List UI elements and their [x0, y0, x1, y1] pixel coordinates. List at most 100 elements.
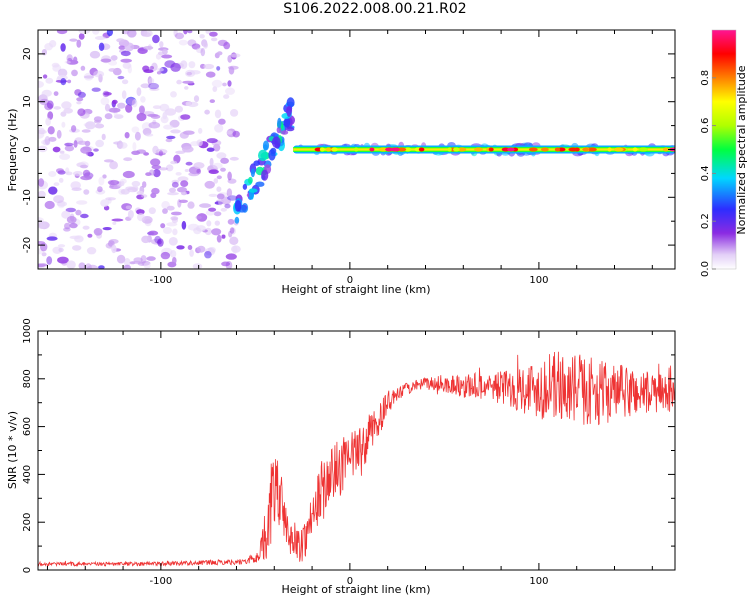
noise-blob — [121, 79, 129, 85]
noise-blob — [189, 70, 201, 75]
signal-peak — [488, 147, 494, 152]
noise-blob — [174, 105, 183, 113]
noise-blob — [45, 77, 54, 84]
noise-blob — [211, 228, 222, 236]
noise-blob — [162, 49, 168, 55]
figure-title: S106.2022.008.00.21.R02 — [283, 1, 467, 17]
noise-blob — [46, 236, 58, 241]
noise-blob — [150, 158, 161, 167]
noise-blob — [204, 180, 215, 189]
noise-blob — [94, 36, 106, 40]
noise-blob — [208, 207, 217, 212]
noise-blob — [168, 237, 178, 246]
noise-blob — [61, 121, 66, 128]
noise-blob — [152, 169, 161, 178]
noise-blob — [143, 69, 154, 73]
noise-blob — [58, 247, 64, 253]
noise-blob — [211, 37, 218, 42]
noise-blob — [102, 174, 107, 179]
noise-blob — [227, 171, 232, 181]
noise-blob — [132, 142, 137, 151]
noise-blob — [127, 30, 137, 38]
noise-blob — [82, 169, 91, 178]
noise-blob — [41, 89, 52, 97]
noise-blob — [142, 32, 151, 38]
noise-blob — [184, 86, 189, 90]
noise-blob — [123, 264, 131, 269]
noise-blob — [78, 262, 86, 269]
noise-blob — [221, 234, 226, 239]
signal-peak — [390, 147, 400, 152]
noise-blob — [38, 130, 45, 139]
noise-blob — [216, 51, 223, 56]
noise-blob — [232, 245, 238, 255]
noise-blob — [48, 171, 57, 177]
noise-blob — [98, 42, 105, 51]
noise-blob — [188, 61, 196, 69]
signal-peak — [607, 147, 612, 152]
snr-y-axis-label: SNR (10 * v/v) — [6, 411, 19, 489]
signal-peak — [568, 147, 578, 152]
signal-peak — [632, 147, 638, 152]
noise-blob — [112, 99, 118, 105]
spectrogram-y-axis-label: Frequency (Hz) — [6, 109, 19, 192]
noise-blob — [121, 203, 132, 211]
noise-blob — [138, 105, 145, 114]
noise-blob — [140, 83, 151, 89]
colorbar-tick-label: 0.0 — [700, 261, 711, 277]
signal-peak — [554, 147, 561, 152]
noise-blob — [120, 180, 125, 186]
noise-blob — [38, 178, 45, 187]
noise-blob — [208, 193, 218, 197]
noise-blob — [176, 245, 185, 250]
tail-blob — [250, 168, 255, 178]
tail-blob — [248, 188, 258, 193]
noise-blob — [167, 192, 179, 196]
noise-blob — [53, 195, 65, 204]
noise-blob — [216, 193, 225, 200]
noise-blob — [131, 150, 141, 155]
noise-blob — [209, 99, 215, 103]
noise-blob — [136, 190, 144, 196]
noise-blob — [173, 30, 178, 37]
noise-blob — [78, 161, 89, 169]
signal-peak — [541, 147, 549, 152]
noise-blob — [85, 121, 96, 130]
noise-blob — [224, 203, 231, 209]
noise-blob — [208, 169, 219, 174]
noise-blob — [214, 109, 222, 119]
noise-blob — [98, 265, 105, 269]
signal-peak — [588, 147, 597, 152]
tail-blob — [286, 105, 292, 118]
tail-blob — [248, 176, 253, 184]
noise-blob — [136, 112, 147, 122]
tail-blob — [271, 136, 281, 148]
colorbar-tick-label: 0.6 — [700, 118, 711, 134]
noise-blob — [171, 217, 178, 224]
noise-blob — [216, 66, 221, 71]
noise-blob — [97, 186, 103, 193]
noise-blob — [104, 113, 113, 120]
noise-blob — [127, 187, 138, 193]
noise-blob — [70, 181, 81, 190]
noise-blob — [48, 136, 57, 142]
noise-blob — [95, 139, 104, 148]
noise-blob — [56, 129, 62, 139]
noise-blob — [73, 171, 83, 176]
noise-blob — [169, 187, 176, 193]
signal-peak — [319, 147, 325, 152]
y-tick-label: -10 — [22, 189, 33, 205]
noise-blob — [204, 251, 212, 259]
noise-blob — [158, 167, 168, 171]
signal-peak — [457, 147, 467, 152]
signal-peak — [330, 147, 338, 152]
noise-blob — [45, 117, 51, 126]
tail-blob — [262, 140, 270, 151]
y-tick-label: 200 — [22, 513, 33, 532]
noise-blob — [64, 222, 71, 230]
noise-blob — [227, 55, 233, 63]
noise-blob — [94, 123, 105, 129]
noise-blob — [218, 118, 226, 125]
noise-blob — [103, 92, 112, 96]
noise-blob — [145, 133, 154, 137]
